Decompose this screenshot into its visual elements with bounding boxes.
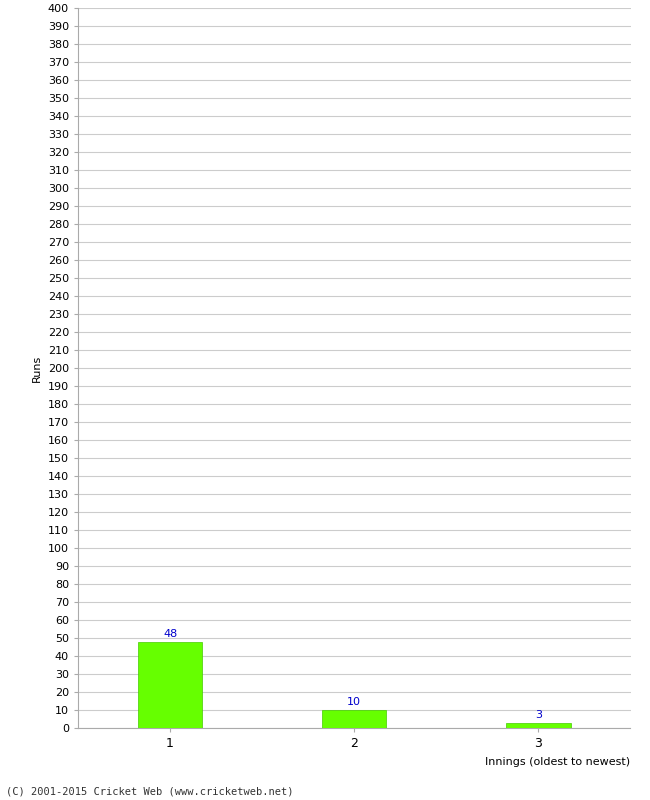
Text: 10: 10 — [347, 698, 361, 707]
Bar — [506, 722, 571, 728]
Bar — [322, 710, 387, 728]
X-axis label: Innings (oldest to newest): Innings (oldest to newest) — [486, 757, 630, 766]
Y-axis label: Runs: Runs — [32, 354, 42, 382]
Text: (C) 2001-2015 Cricket Web (www.cricketweb.net): (C) 2001-2015 Cricket Web (www.cricketwe… — [6, 786, 294, 796]
Text: 3: 3 — [535, 710, 542, 720]
Text: 48: 48 — [163, 629, 177, 639]
Bar — [138, 642, 202, 728]
